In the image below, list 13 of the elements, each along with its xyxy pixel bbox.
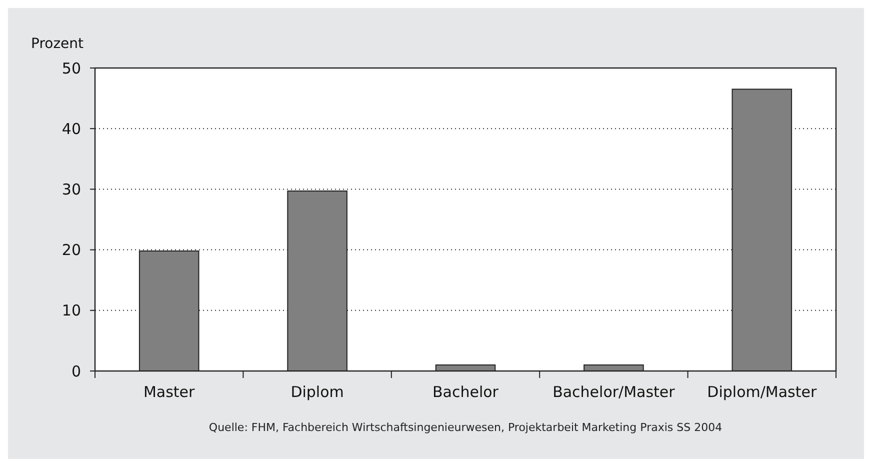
- x-tick-label: Bachelor/Master: [552, 383, 676, 401]
- x-tick-label: Diplom/Master: [707, 383, 818, 401]
- y-tick-label: 20: [62, 241, 81, 260]
- y-tick-label: 10: [62, 302, 81, 320]
- x-tick-label: Bachelor: [432, 383, 500, 401]
- x-tick-label: Diplom: [290, 383, 344, 401]
- source-note: Quelle: FHM, Fachbereich Wirtschaftsingenieurwesen, Projektarbeit Marketing Praxis SS 2004: [208, 421, 722, 434]
- y-axis-title: Prozent: [31, 36, 84, 52]
- y-tick-label: 0: [71, 362, 81, 380]
- y-tick-label: 40: [62, 120, 81, 138]
- y-tick-label: 30: [62, 180, 81, 198]
- x-tick-label: Master: [143, 383, 196, 401]
- y-tick-label: 50: [62, 59, 81, 78]
